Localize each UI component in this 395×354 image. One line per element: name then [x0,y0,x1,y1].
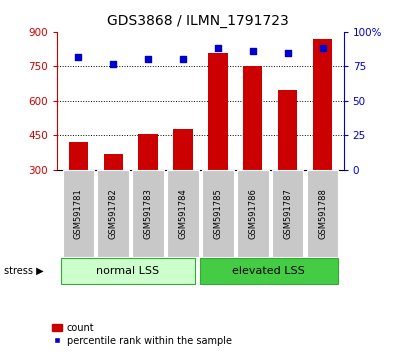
Bar [313,39,332,170]
Bar [98,170,129,257]
Legend: count, percentile rank within the sample: count, percentile rank within the sample [52,323,232,346]
Bar [272,170,303,257]
Point [145,57,151,62]
Text: GSM591781: GSM591781 [74,188,83,239]
Bar [201,258,339,284]
Point [110,61,116,67]
Bar [103,154,123,170]
Bar [69,142,88,170]
Bar [278,90,297,170]
Text: elevated LSS: elevated LSS [232,266,305,276]
Point [320,46,326,51]
Text: GSM591784: GSM591784 [179,188,188,239]
Point [75,54,81,59]
Bar [61,258,195,284]
Text: stress ▶: stress ▶ [4,266,43,276]
Text: normal LSS: normal LSS [96,266,160,276]
Bar [202,170,233,257]
Text: GSM591786: GSM591786 [248,188,258,239]
Bar [208,53,228,170]
Bar [132,170,164,257]
Bar [139,134,158,170]
Bar [237,170,269,257]
Text: GSM591783: GSM591783 [143,188,152,239]
Text: GSM591787: GSM591787 [283,188,292,239]
Text: GSM591788: GSM591788 [318,188,327,239]
Text: GSM591785: GSM591785 [213,188,222,239]
Point [215,46,221,51]
Bar [243,67,262,170]
Bar [167,170,199,257]
Point [285,50,291,56]
Point [180,57,186,62]
Bar [62,170,94,257]
Text: GSM591782: GSM591782 [109,188,118,239]
Bar [173,129,193,170]
Text: GDS3868 / ILMN_1791723: GDS3868 / ILMN_1791723 [107,14,288,28]
Point [250,48,256,54]
Bar [307,170,339,257]
